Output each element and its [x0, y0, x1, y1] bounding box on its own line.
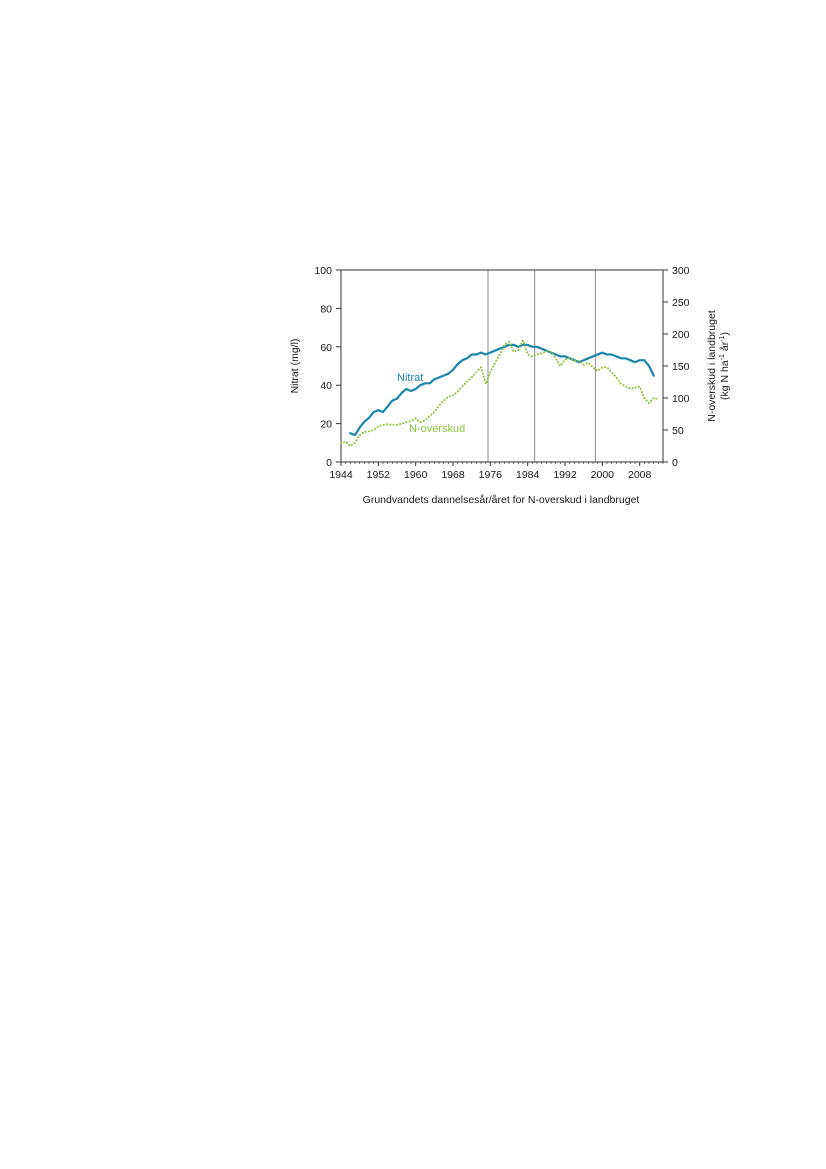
y-axis-right-title-line1: N-overskud i landbruget	[706, 310, 718, 422]
y-right-tick-label: 50	[672, 425, 684, 437]
y-right-tick-label: 0	[672, 457, 678, 469]
y-left-tick-label: 20	[320, 419, 332, 431]
y-left-tick-label: 60	[320, 342, 332, 354]
y-left-tick-label: 0	[326, 457, 332, 469]
y-left-tick-label: 40	[320, 380, 332, 392]
y-right-tick-label: 150	[672, 361, 690, 373]
x-tick-label: 1960	[404, 469, 428, 481]
unit-part-2: år	[719, 341, 731, 354]
axes: 1944 1952 1960 1968 1976 1984 1992 2000 20080204…	[314, 265, 689, 481]
y-left-tick-label: 80	[320, 303, 332, 315]
y-left-tick-label: 100	[314, 265, 332, 277]
y-axis-left-title: Nitrat (mg/l)	[289, 339, 301, 394]
series-line-n-overskud	[340, 339, 660, 447]
unit-part-1: (kg N ha	[719, 360, 731, 400]
series-line-nitrat	[349, 343, 655, 437]
series-layer	[340, 339, 660, 447]
series-label-n-overskud: N-overskud	[409, 423, 465, 435]
y-right-tick-label: 300	[672, 265, 690, 277]
x-tick-label: 2008	[628, 469, 652, 481]
x-tick-label: 2000	[591, 469, 615, 481]
y-right-tick-label: 200	[672, 329, 690, 341]
x-axis-title: Grundvandets dannelsesår/året for N-over…	[363, 494, 640, 506]
x-tick-label: 1992	[553, 469, 577, 481]
x-tick-label: 1968	[441, 469, 465, 481]
x-tick-label: 1944	[329, 469, 353, 481]
unit-part-3: )	[719, 332, 731, 336]
y-right-tick-label: 100	[672, 393, 690, 405]
reference-lines	[487, 270, 596, 462]
unit-sup-1: -1	[719, 354, 726, 360]
y-axis-right-title-line2: (kg N ha-1 år-1)	[719, 332, 731, 400]
series-label-nitrat: Nitrat	[397, 372, 423, 384]
unit-sup-2: -1	[719, 335, 726, 341]
x-tick-label: 1984	[516, 469, 540, 481]
x-tick-label: 1952	[367, 469, 391, 481]
x-tick-label: 1976	[479, 469, 503, 481]
y-right-tick-label: 250	[672, 297, 690, 309]
